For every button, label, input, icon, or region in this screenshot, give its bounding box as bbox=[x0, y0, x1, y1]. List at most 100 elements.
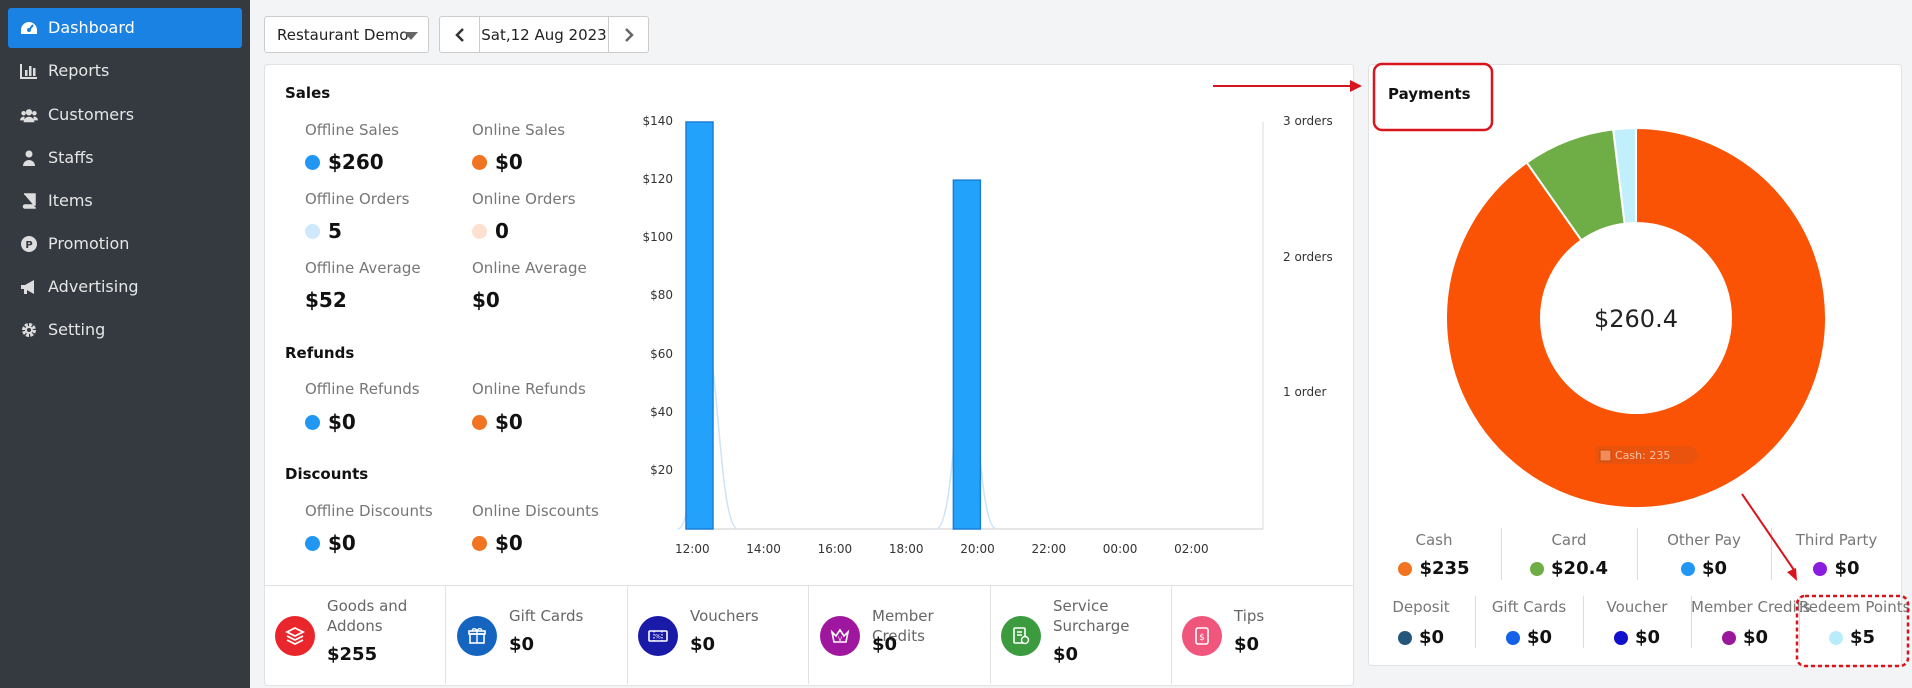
sidebar-item-staffs[interactable]: Staffs bbox=[8, 138, 242, 178]
receipt-icon bbox=[1001, 616, 1041, 656]
online-dot bbox=[472, 154, 487, 170]
y-right-tick-label: 3 orders bbox=[1283, 114, 1333, 128]
offline-dot bbox=[305, 414, 320, 430]
sidebar-item-label: Reports bbox=[48, 61, 110, 80]
offline-sales-value: $260 bbox=[305, 150, 384, 174]
donut-total: $260.4 bbox=[1594, 305, 1678, 333]
payments-donut-chart: $260.4 Cash: 235 bbox=[1445, 126, 1827, 509]
offline-discounts-label: Offline Discounts bbox=[305, 502, 433, 520]
payment-dot bbox=[1813, 561, 1828, 576]
offline-sales-label: Offline Sales bbox=[305, 121, 399, 139]
sidebar-item-setting[interactable]: Setting bbox=[8, 310, 242, 350]
summary-label: Vouchers bbox=[690, 607, 759, 625]
layers-icon bbox=[275, 616, 315, 656]
offline-orders-dot bbox=[305, 223, 320, 239]
current-date[interactable]: Sat,12 Aug 2023 bbox=[481, 25, 607, 44]
y-tick-label: $20 bbox=[650, 462, 673, 477]
sales-title: Sales bbox=[285, 84, 331, 102]
y-tick-label: $100 bbox=[642, 230, 673, 245]
sales-bar[interactable] bbox=[685, 121, 714, 530]
gift-icon bbox=[457, 616, 497, 656]
payment-label: Cash bbox=[1415, 531, 1453, 549]
offline-dot bbox=[305, 535, 320, 551]
book-icon bbox=[20, 193, 38, 209]
payment-dot bbox=[1398, 561, 1413, 576]
sidebar-item-items[interactable]: Items bbox=[8, 181, 242, 221]
x-tick-label: 20:00 bbox=[960, 542, 995, 556]
y-right-tick-label: 2 orders bbox=[1283, 249, 1333, 264]
x-tick-label: 16:00 bbox=[817, 542, 853, 556]
divider bbox=[1583, 596, 1584, 648]
payment-label: Voucher bbox=[1606, 598, 1668, 616]
payment-value: $0 bbox=[1771, 558, 1902, 579]
svg-text:V: V bbox=[838, 636, 843, 643]
store-select[interactable]: Restaurant Demo bbox=[264, 16, 429, 53]
payment-label: Gift Cards bbox=[1491, 598, 1567, 616]
online-orders-dot bbox=[472, 223, 487, 239]
payment-dot bbox=[1680, 561, 1695, 576]
divider bbox=[1771, 528, 1772, 580]
payment-value: $0 bbox=[1637, 558, 1771, 579]
sidebar-item-advertising[interactable]: Advertising bbox=[8, 267, 242, 307]
payment-dot bbox=[1613, 630, 1628, 645]
summary-label: Gift Cards bbox=[509, 607, 584, 625]
summary-label: Member Credits bbox=[872, 607, 934, 645]
online-average-label: Online Average bbox=[472, 259, 587, 277]
online-refunds-value: $0 bbox=[472, 410, 523, 434]
sidebar-item-label: Advertising bbox=[48, 277, 139, 296]
sales-bar[interactable] bbox=[952, 179, 982, 530]
divider bbox=[1637, 528, 1638, 580]
refunds-title: Refunds bbox=[285, 344, 355, 362]
tips-icon: $ bbox=[1182, 616, 1222, 656]
offline-average-label: Offline Average bbox=[305, 259, 421, 277]
online-discounts-value: $0 bbox=[472, 531, 523, 555]
offline-orders-label: Offline Orders bbox=[305, 190, 410, 208]
previous-day-button[interactable] bbox=[440, 17, 480, 52]
payment-label: Redeem Points bbox=[1799, 598, 1911, 616]
payment-label: Card bbox=[1551, 531, 1587, 549]
online-discounts-label: Online Discounts bbox=[472, 502, 599, 520]
divider bbox=[1501, 528, 1502, 580]
summary-cell: $ Tips $0 bbox=[1172, 586, 1353, 684]
sidebar-item-label: Items bbox=[48, 191, 93, 210]
ticket-icon: % bbox=[638, 616, 678, 656]
sidebar-item-dashboard[interactable]: Dashboard bbox=[8, 8, 242, 48]
payment-dot bbox=[1721, 630, 1736, 645]
sidebar-item-reports[interactable]: Reports bbox=[8, 51, 242, 91]
sidebar-item-label: Setting bbox=[48, 320, 106, 339]
online-average-value: $0 bbox=[472, 288, 500, 312]
promotion-icon: P bbox=[20, 236, 38, 252]
sidebar-item-label: Dashboard bbox=[48, 18, 135, 37]
y-right-tick-label: 1 order bbox=[1283, 385, 1327, 400]
bar-chart-icon bbox=[20, 63, 38, 79]
x-tick-label: 14:00 bbox=[746, 542, 781, 556]
sales-card bbox=[264, 64, 1354, 686]
y-tick-label: $60 bbox=[650, 346, 673, 361]
next-day-button[interactable] bbox=[608, 17, 648, 52]
svg-text:P: P bbox=[25, 240, 32, 251]
offline-orders-value: 5 bbox=[305, 219, 342, 243]
y-tick-label: $120 bbox=[642, 172, 673, 187]
summary-value: $0 bbox=[509, 634, 535, 655]
sidebar-item-label: Promotion bbox=[48, 234, 130, 253]
y-tick-label: $40 bbox=[650, 404, 673, 419]
sidebar-item-customers[interactable]: Customers bbox=[8, 95, 242, 135]
summary-cell: Goods and Addons $255 bbox=[265, 586, 446, 684]
summary-cell: Gift Cards $0 bbox=[447, 586, 628, 684]
payment-label: Member Credits bbox=[1691, 598, 1811, 616]
sidebar-item-promotion[interactable]: P Promotion bbox=[8, 224, 242, 264]
footer-divider bbox=[265, 585, 1353, 586]
offline-refunds-value: $0 bbox=[305, 410, 356, 434]
crown-icon: V bbox=[820, 616, 860, 656]
online-orders-value: 0 bbox=[472, 219, 509, 243]
dashboard-icon bbox=[20, 20, 38, 36]
y-tick-label: $80 bbox=[650, 288, 673, 303]
payment-value: $20.4 bbox=[1501, 558, 1637, 579]
summary-label: Tips bbox=[1234, 607, 1265, 625]
offline-average-value: $52 bbox=[305, 288, 347, 312]
donut-slice-cash[interactable] bbox=[1445, 126, 1827, 509]
payment-label: Third Party bbox=[1795, 531, 1878, 549]
summary-label: Service Surcharge bbox=[1053, 597, 1130, 635]
summary-cell: V Member Credits $0 bbox=[810, 586, 991, 684]
